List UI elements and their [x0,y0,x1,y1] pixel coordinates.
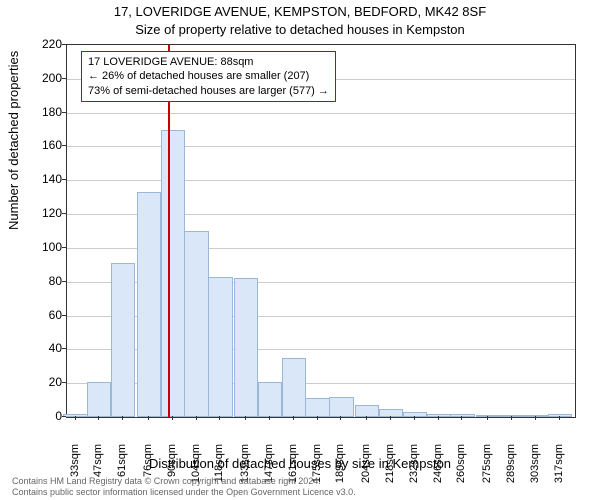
y-tick-mark [62,281,66,282]
y-tick-label: 120 [32,206,62,220]
y-tick-mark [62,416,66,417]
histogram-bar [111,263,135,417]
annotation-line-1: 17 LOVERIDGE AVENUE: 88sqm [88,55,329,69]
histogram-bar [161,130,185,417]
y-tick-label: 200 [32,71,62,85]
histogram-bar [282,358,306,417]
x-tick-mark [148,416,149,420]
y-tick-label: 20 [32,375,62,389]
y-tick-mark [62,348,66,349]
histogram-bar [524,415,548,417]
footer-line-2: Contains public sector information licen… [12,487,356,498]
x-tick-mark [245,416,246,420]
histogram-bar [87,382,111,418]
x-tick-mark [390,416,391,420]
histogram-bar [137,192,161,417]
x-tick-mark [366,416,367,420]
x-tick-mark [511,416,512,420]
x-tick-mark [98,416,99,420]
x-tick-mark [317,416,318,420]
x-tick-mark [487,416,488,420]
histogram-bar [63,414,87,417]
x-tick-mark [75,416,76,420]
x-tick-mark [172,416,173,420]
y-tick-mark [62,112,66,113]
footer-line-1: Contains HM Land Registry data © Crown c… [12,476,356,487]
x-tick-mark [438,416,439,420]
y-axis-label: Number of detached properties [6,51,21,230]
x-tick-mark [461,416,462,420]
histogram-bar [184,231,208,417]
y-tick-mark [62,78,66,79]
y-tick-mark [62,145,66,146]
histogram-bar [258,382,282,418]
x-tick-mark [559,416,560,420]
y-tick-label: 80 [32,274,62,288]
plot-area: 17 LOVERIDGE AVENUE: 88sqm ← 26% of deta… [66,44,576,418]
y-tick-mark [62,247,66,248]
annotation-line-2: ← 26% of detached houses are smaller (20… [88,69,329,83]
y-tick-label: 100 [32,240,62,254]
histogram-bar [234,278,258,417]
y-tick-mark [62,213,66,214]
y-tick-label: 140 [32,172,62,186]
y-tick-mark [62,44,66,45]
x-tick-mark [219,416,220,420]
y-tick-mark [62,315,66,316]
x-tick-mark [196,416,197,420]
histogram-bar [305,398,329,417]
y-tick-label: 220 [32,37,62,51]
y-tick-mark [62,179,66,180]
y-tick-label: 180 [32,105,62,119]
x-tick-mark [122,416,123,420]
chart-container: 17, LOVERIDGE AVENUE, KEMPSTON, BEDFORD,… [0,0,600,500]
y-tick-label: 0 [32,409,62,423]
x-tick-mark [340,416,341,420]
x-tick-mark [269,416,270,420]
chart-title-address: 17, LOVERIDGE AVENUE, KEMPSTON, BEDFORD,… [0,4,600,19]
y-tick-label: 160 [32,138,62,152]
histogram-bar [329,397,353,417]
chart-subtitle: Size of property relative to detached ho… [0,22,600,37]
y-tick-label: 60 [32,308,62,322]
y-tick-mark [62,382,66,383]
annotation-box: 17 LOVERIDGE AVENUE: 88sqm ← 26% of deta… [81,51,336,102]
histogram-bar [427,414,451,417]
annotation-line-3: 73% of semi-detached houses are larger (… [88,84,329,98]
x-axis-label: Distribution of detached houses by size … [0,456,600,471]
y-tick-label: 40 [32,341,62,355]
histogram-bar [208,277,232,417]
x-tick-mark [414,416,415,420]
histogram-bar [476,415,500,417]
x-tick-mark [293,416,294,420]
histogram-bar [355,405,379,417]
x-tick-mark [535,416,536,420]
footer-attribution: Contains HM Land Registry data © Crown c… [12,476,356,498]
